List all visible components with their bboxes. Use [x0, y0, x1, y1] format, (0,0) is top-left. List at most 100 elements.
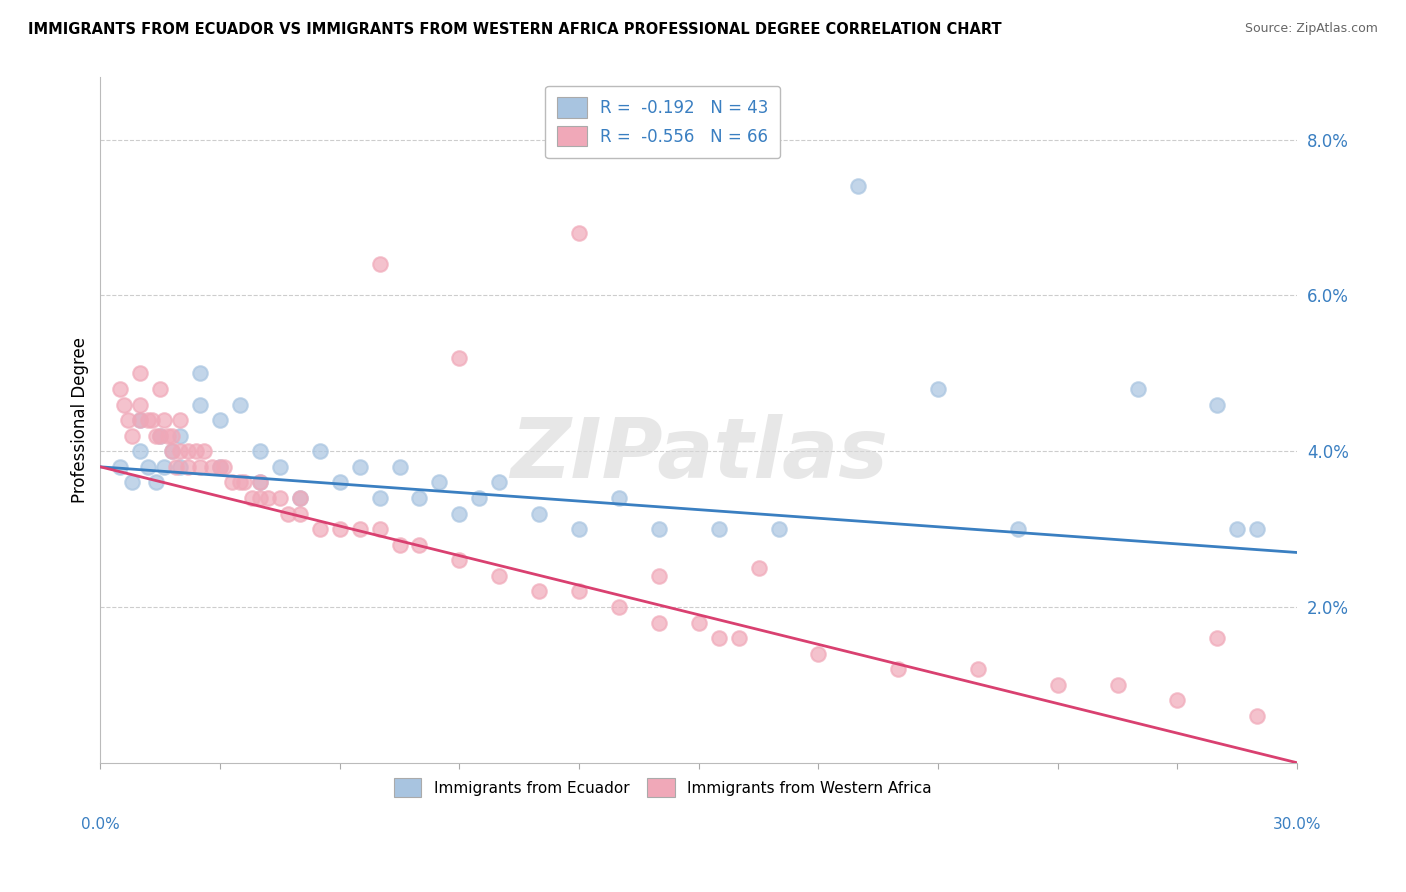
Point	[727, 631, 749, 645]
Point	[1226, 522, 1249, 536]
Point	[607, 491, 630, 505]
Point	[807, 647, 830, 661]
Point	[707, 631, 730, 645]
Point	[169, 444, 191, 458]
Point	[129, 367, 152, 381]
Y-axis label: Professional Degree: Professional Degree	[72, 337, 89, 503]
Point	[129, 444, 152, 458]
Point	[449, 351, 471, 365]
Point	[1246, 709, 1268, 723]
Point	[449, 507, 471, 521]
Point	[177, 444, 200, 458]
Point	[208, 459, 231, 474]
Point	[308, 522, 330, 536]
Point	[648, 569, 671, 583]
Point	[145, 428, 167, 442]
Legend: Immigrants from Ecuador, Immigrants from Western Africa: Immigrants from Ecuador, Immigrants from…	[388, 772, 938, 803]
Text: ZIPatlas: ZIPatlas	[510, 414, 887, 495]
Point	[129, 413, 152, 427]
Point	[648, 522, 671, 536]
Point	[1206, 398, 1229, 412]
Point	[157, 428, 180, 442]
Point	[568, 584, 591, 599]
Point	[117, 413, 139, 427]
Point	[748, 561, 770, 575]
Point	[967, 662, 990, 676]
Point	[527, 507, 550, 521]
Point	[229, 398, 252, 412]
Point	[249, 444, 271, 458]
Point	[149, 382, 172, 396]
Point	[145, 475, 167, 490]
Point	[188, 398, 211, 412]
Point	[169, 459, 191, 474]
Point	[408, 538, 430, 552]
Point	[160, 444, 183, 458]
Point	[136, 413, 159, 427]
Point	[468, 491, 491, 505]
Point	[288, 491, 311, 505]
Point	[193, 444, 215, 458]
Point	[1046, 678, 1069, 692]
Point	[201, 459, 224, 474]
Point	[149, 428, 172, 442]
Point	[388, 538, 411, 552]
Point	[160, 444, 183, 458]
Point	[607, 600, 630, 615]
Point	[1246, 522, 1268, 536]
Point	[121, 428, 143, 442]
Point	[768, 522, 790, 536]
Point	[1007, 522, 1029, 536]
Point	[153, 459, 176, 474]
Point	[221, 475, 243, 490]
Point	[927, 382, 949, 396]
Point	[229, 475, 252, 490]
Point	[233, 475, 256, 490]
Point	[249, 491, 271, 505]
Point	[449, 553, 471, 567]
Point	[208, 413, 231, 427]
Point	[165, 459, 187, 474]
Point	[288, 507, 311, 521]
Point	[1166, 693, 1188, 707]
Point	[240, 491, 263, 505]
Point	[1206, 631, 1229, 645]
Point	[160, 428, 183, 442]
Point	[169, 413, 191, 427]
Text: IMMIGRANTS FROM ECUADOR VS IMMIGRANTS FROM WESTERN AFRICA PROFESSIONAL DEGREE CO: IMMIGRANTS FROM ECUADOR VS IMMIGRANTS FR…	[28, 22, 1001, 37]
Point	[1107, 678, 1129, 692]
Point	[249, 475, 271, 490]
Point	[184, 444, 207, 458]
Point	[129, 398, 152, 412]
Point	[568, 522, 591, 536]
Point	[368, 257, 391, 271]
Point	[707, 522, 730, 536]
Point	[153, 413, 176, 427]
Point	[429, 475, 451, 490]
Point	[368, 491, 391, 505]
Point	[129, 413, 152, 427]
Point	[488, 475, 510, 490]
Point	[188, 367, 211, 381]
Point	[169, 428, 191, 442]
Point	[110, 459, 132, 474]
Point	[208, 459, 231, 474]
Point	[257, 491, 280, 505]
Point	[269, 459, 291, 474]
Point	[136, 459, 159, 474]
Text: 30.0%: 30.0%	[1272, 817, 1322, 832]
Point	[1126, 382, 1149, 396]
Point	[288, 491, 311, 505]
Point	[568, 226, 591, 240]
Point	[177, 459, 200, 474]
Point	[329, 522, 352, 536]
Point	[277, 507, 299, 521]
Point	[887, 662, 910, 676]
Point	[212, 459, 235, 474]
Point	[488, 569, 510, 583]
Point	[112, 398, 135, 412]
Point	[110, 382, 132, 396]
Point	[308, 444, 330, 458]
Point	[349, 459, 371, 474]
Point	[121, 475, 143, 490]
